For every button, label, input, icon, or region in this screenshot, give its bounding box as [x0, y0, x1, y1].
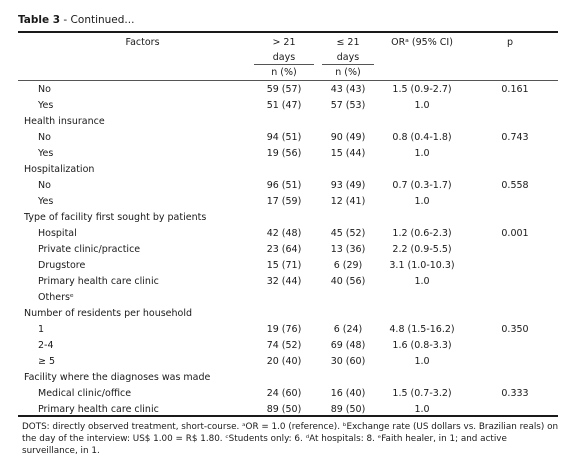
group-label: Type of facility first sought by patient… [24, 212, 207, 223]
cell-21-days-or-less: 12 (41) [330, 196, 366, 207]
row-label: Hospital [38, 228, 77, 239]
row-label: Primary health care clinic [38, 276, 159, 287]
header-factors: Factors [125, 37, 160, 48]
cell-21-days-or-less: 13 (36) [330, 244, 366, 255]
row-label: Primary health care clinic [38, 404, 159, 415]
row-label: Yes [38, 100, 54, 111]
cell-odds-ratio: 1.0 [414, 100, 430, 111]
cell-21-days-or-less: 89 (50) [330, 404, 366, 415]
cell-over-21-days: 23 (64) [266, 244, 302, 255]
row-label: Medical clinic/office [38, 388, 132, 399]
cell-p-value: 0.333 [501, 388, 529, 399]
cell-odds-ratio: 1.0 [414, 404, 430, 415]
cell-over-21-days: 94 (51) [266, 132, 302, 143]
row-label: Yes [38, 196, 54, 207]
top-rule [18, 31, 558, 33]
header-col1-line3: n (%) [271, 67, 297, 78]
row-label: Private clinic/practice [38, 244, 141, 255]
cell-21-days-or-less: 90 (49) [330, 132, 366, 143]
row-label: Yes [38, 148, 54, 159]
cell-21-days-or-less: 57 (53) [330, 100, 366, 111]
cell-21-days-or-less: 93 (49) [330, 180, 366, 191]
cell-over-21-days: 51 (47) [266, 100, 302, 111]
cell-over-21-days: 89 (50) [266, 404, 302, 415]
cell-odds-ratio: 4.8 (1.5-16.2) [389, 324, 455, 335]
row-label: 2-4 [38, 340, 54, 351]
cell-over-21-days: 59 (57) [266, 84, 302, 95]
cell-21-days-or-less: 40 (56) [330, 276, 366, 287]
cell-odds-ratio: 1.5 (0.7-3.2) [392, 388, 452, 399]
cell-odds-ratio: 1.2 (0.6-2.3) [392, 228, 452, 239]
cell-odds-ratio: 1.0 [414, 196, 430, 207]
cell-21-days-or-less: 69 (48) [330, 340, 366, 351]
row-label: No [38, 180, 51, 191]
cell-odds-ratio: 1.0 [414, 356, 430, 367]
header-p: p [506, 37, 514, 48]
cell-odds-ratio: 2.2 (0.9-5.5) [392, 244, 452, 255]
cell-odds-ratio: 1.5 (0.9-2.7) [392, 84, 452, 95]
cell-odds-ratio: 1.0 [414, 148, 430, 159]
header-col1-line1: > 21 [272, 37, 296, 48]
cell-over-21-days: 74 (52) [266, 340, 302, 351]
cell-p-value: 0.558 [501, 180, 529, 191]
cell-over-21-days: 17 (59) [266, 196, 302, 207]
cell-odds-ratio: 0.8 (0.4-1.8) [392, 132, 452, 143]
row-label: No [38, 132, 51, 143]
group-label: Number of residents per household [24, 308, 193, 319]
header-col1-underline [254, 64, 314, 65]
cell-21-days-or-less: 6 (24) [333, 324, 363, 335]
cell-odds-ratio: 0.7 (0.3-1.7) [392, 180, 452, 191]
header-col2-line1: ≤ 21 [336, 37, 360, 48]
row-label: No [38, 84, 51, 95]
table-title-rest: - Continued... [60, 14, 135, 26]
header-or: ORᵃ (95% CI) [391, 37, 453, 48]
group-label: Facility where the diagnoses was made [24, 372, 211, 383]
cell-21-days-or-less: 45 (52) [330, 228, 366, 239]
cell-over-21-days: 19 (76) [266, 324, 302, 335]
cell-21-days-or-less: 6 (29) [333, 260, 363, 271]
cell-over-21-days: 19 (56) [266, 148, 302, 159]
header-col2-line2: days [336, 52, 360, 63]
header-col2-underline [322, 64, 374, 65]
cell-21-days-or-less: 15 (44) [330, 148, 366, 159]
bottom-rule [18, 415, 558, 417]
row-label: Drugstore [38, 260, 86, 271]
table-title: Table 3 - Continued... [18, 14, 134, 26]
cell-p-value: 0.350 [501, 324, 529, 335]
header-col1-line2: days [272, 52, 296, 63]
group-label: Health insurance [24, 116, 105, 127]
table-footnote: DOTS: directly observed treatment, short… [22, 422, 559, 456]
cell-21-days-or-less: 43 (43) [330, 84, 366, 95]
cell-over-21-days: 32 (44) [266, 276, 302, 287]
cell-odds-ratio: 1.0 [414, 276, 430, 287]
cell-p-value: 0.001 [501, 228, 529, 239]
cell-p-value: 0.743 [501, 132, 529, 143]
cell-odds-ratio: 3.1 (1.0-10.3) [389, 260, 455, 271]
cell-odds-ratio: 1.6 (0.8-3.3) [392, 340, 452, 351]
header-bottom-rule [18, 80, 558, 81]
cell-over-21-days: 20 (40) [266, 356, 302, 367]
cell-21-days-or-less: 16 (40) [330, 388, 366, 399]
cell-over-21-days: 24 (60) [266, 388, 302, 399]
cell-p-value: 0.161 [501, 84, 529, 95]
cell-21-days-or-less: 30 (60) [330, 356, 366, 367]
cell-over-21-days: 42 (48) [266, 228, 302, 239]
table-title-bold: Table 3 [18, 14, 61, 26]
group-label: Hospitalization [24, 164, 95, 175]
row-label: Othersᵉ [38, 292, 74, 303]
cell-over-21-days: 15 (71) [266, 260, 302, 271]
row-label: ≥ 5 [38, 356, 56, 367]
cell-over-21-days: 96 (51) [266, 180, 302, 191]
row-label: 1 [38, 324, 45, 335]
header-col2-line3: n (%) [335, 67, 361, 78]
